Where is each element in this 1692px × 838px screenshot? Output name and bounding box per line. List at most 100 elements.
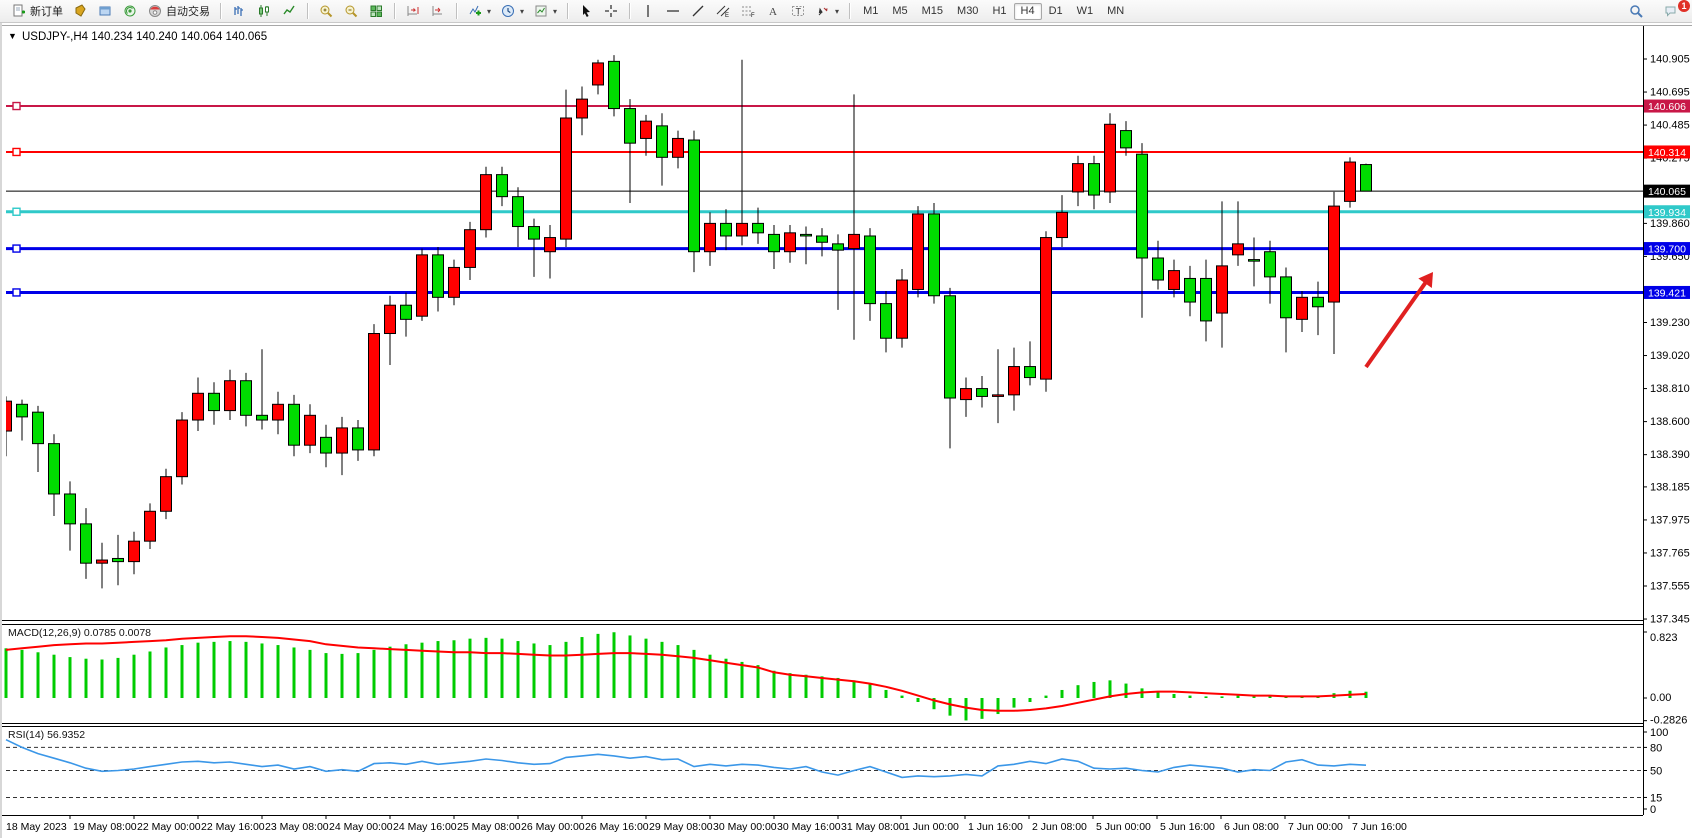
time-label: 1 Jun 16:00	[968, 821, 1023, 833]
rsi-panel[interactable]: RSI(14) 56.9352	[5, 729, 1643, 798]
timeframe-M15-button[interactable]: M15	[921, 5, 944, 17]
candle-body	[1104, 123, 1116, 193]
toolbar-trendline-button[interactable]	[686, 3, 711, 20]
toolbar-line-chart-button[interactable]	[277, 3, 302, 20]
candlestick-icon-icon	[259, 5, 269, 17]
candle-body	[928, 213, 940, 297]
toolbar-text-label-button[interactable]: T	[786, 3, 811, 20]
time-axis[interactable]: 18 May 2023 19 May 08:00 22 May 00:00 22 Ma…	[6, 815, 1407, 833]
candle-body	[912, 213, 924, 290]
toolbar-equidistant-channel-button[interactable]: E	[711, 3, 736, 20]
toolbar-signals-button[interactable]	[118, 3, 143, 20]
toolbar-auto-scroll-button[interactable]	[426, 3, 451, 20]
toolbar-separator	[456, 3, 458, 19]
hline-handle[interactable]	[12, 101, 21, 111]
hline-handle[interactable]	[12, 244, 21, 253]
navigator-icon-icon	[99, 6, 111, 16]
toolbar-group	[571, 0, 627, 22]
toolbar-search-button[interactable]	[1624, 3, 1649, 20]
main-price-panel[interactable]	[1, 55, 1644, 589]
toolbar-indicators-button[interactable]: ▾	[463, 3, 496, 20]
annotation-arrow-head[interactable]	[1418, 272, 1433, 288]
toolbar-separator	[220, 3, 222, 19]
timeframe-D1-button[interactable]: D1	[1048, 5, 1063, 17]
candle-body	[848, 233, 860, 250]
label-icon-icon: T	[792, 6, 805, 17]
candle-body	[560, 117, 572, 240]
timeframe-M30-button[interactable]: M30	[957, 5, 979, 17]
svg-text:140.606: 140.606	[1648, 101, 1686, 113]
toolbar-candlestick-chart-button[interactable]	[252, 3, 277, 20]
toolbar-group: E F A T ▾	[633, 0, 847, 22]
toolbar-bar-chart-button[interactable]	[227, 3, 252, 20]
timeframe-H1-button[interactable]: H1	[992, 5, 1007, 17]
toolbar-cursor-button[interactable]	[574, 3, 599, 20]
collapse-triangle-icon[interactable]: ▼	[8, 31, 17, 41]
price-axis[interactable]: 140.905140.695140.485140.275139.860139.6…	[1643, 54, 1690, 817]
timeframe-M1-button[interactable]: M1	[863, 5, 879, 17]
candle-body	[1024, 366, 1036, 379]
zoom-out-icon-icon	[345, 5, 358, 18]
annotation-arrow[interactable]	[1364, 279, 1429, 369]
toolbar-crosshair-button[interactable]	[599, 3, 624, 20]
chevron-down-icon[interactable]: ▾	[487, 6, 492, 16]
hline-handle[interactable]	[12, 147, 21, 157]
toolbar-group	[311, 0, 392, 22]
timeframe-H4-button[interactable]: H4	[1013, 2, 1042, 20]
toolbar-periods-button[interactable]: ▾	[496, 3, 529, 20]
toolbar-auto-trading-button[interactable]: 自动交易	[143, 3, 215, 20]
time-label: 5 Jun 00:00	[1096, 821, 1151, 833]
hline-handle[interactable]	[12, 207, 21, 216]
svg-text:T: T	[796, 7, 802, 17]
candle-body	[112, 557, 124, 563]
toolbar-new-order-button[interactable]: 新订单	[7, 3, 68, 20]
auto-scroll-icon-icon	[432, 6, 442, 16]
tile-windows-icon-icon	[370, 5, 382, 17]
chevron-down-icon[interactable]: ▾	[835, 6, 840, 16]
hline-handle[interactable]	[12, 288, 21, 297]
macd-tick-label: -0.2826	[1650, 715, 1687, 727]
time-label: 18 May 2023	[6, 821, 67, 833]
toolbar-zoom-in-button[interactable]	[314, 3, 339, 20]
zoom-in-icon-icon	[320, 5, 333, 18]
candle-body	[368, 333, 380, 451]
candle-body	[528, 226, 540, 240]
candle-body	[1296, 296, 1308, 320]
timeframe-MN-button[interactable]: MN	[1107, 5, 1125, 17]
toolbar-group	[224, 0, 305, 22]
macd-panel[interactable]: MACD(12,26,9) 0.0785 0.0078	[4, 627, 1368, 721]
timeframe-W1-button[interactable]: W1	[1076, 5, 1094, 17]
toolbar-chart-shift-button[interactable]	[401, 3, 426, 20]
time-label: 22 May 16:00	[201, 821, 265, 833]
candle-body	[208, 392, 220, 412]
candle-body	[976, 388, 988, 397]
channel-icon-icon: E	[716, 5, 730, 18]
candle-body	[1200, 277, 1212, 322]
toolbar-navigator-button[interactable]	[93, 3, 118, 20]
toolbar-chat-button[interactable]: 1	[1659, 0, 1690, 20]
bar-chart-icon-icon	[234, 6, 243, 16]
toolbar-market-watch-button[interactable]	[68, 3, 93, 20]
toolbar-templates-button[interactable]: ▾	[529, 3, 562, 20]
chevron-down-icon[interactable]: ▾	[520, 6, 525, 16]
toolbar-text-button[interactable]: A	[761, 3, 786, 20]
toolbar-tile-windows-button[interactable]	[364, 3, 389, 20]
toolbar-arrows-button[interactable]: ▾	[811, 3, 844, 20]
candle-body	[48, 443, 60, 495]
candle-body	[496, 174, 508, 198]
toolbar-vertical-line-button[interactable]	[636, 3, 661, 20]
market-watch-icon-icon	[75, 4, 86, 17]
toolbar-horizontal-line-button[interactable]	[661, 3, 686, 20]
candle-body	[1248, 259, 1260, 262]
candle-body	[192, 392, 204, 421]
timeframe-M5-button[interactable]: M5	[892, 5, 908, 17]
toolbar-fibonacci-button[interactable]: F	[736, 3, 761, 20]
toolbar-zoom-out-button[interactable]	[339, 3, 364, 20]
chevron-down-icon[interactable]: ▾	[553, 6, 558, 16]
hline-price-badge	[1644, 205, 1690, 219]
text-icon-icon: A	[769, 6, 777, 18]
candle-body	[992, 394, 1004, 397]
time-label: 24 May 16:00	[393, 821, 457, 833]
candle-body	[1152, 257, 1164, 281]
